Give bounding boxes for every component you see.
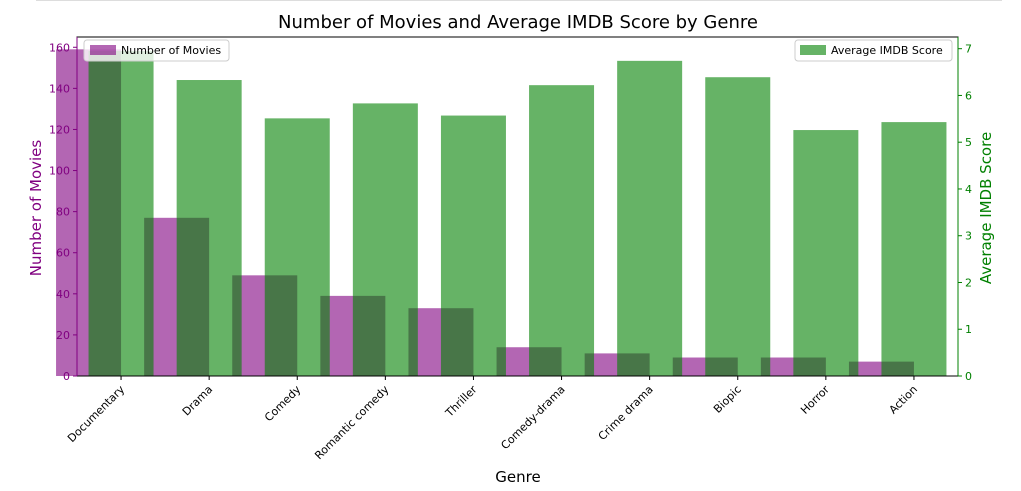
imdb-bars	[88, 51, 947, 377]
y-left-tick-label: 160	[49, 41, 70, 54]
y-axis-right-label: Average IMDB Score	[977, 132, 995, 284]
y-right-tick-label: 4	[965, 183, 972, 196]
y-left-tick-label: 100	[49, 165, 70, 178]
imdb-bar	[88, 51, 154, 376]
y-right-tick-label: 1	[965, 323, 972, 336]
y-left-tick-label: 120	[49, 123, 70, 136]
chart-title: Number of Movies and Average IMDB Score …	[278, 12, 758, 33]
y-right-tick-label: 2	[965, 276, 972, 289]
y-left-tick-label: 60	[56, 247, 70, 260]
x-tick-label: Comedy-drama	[498, 383, 567, 452]
legend-imdb: Average IMDB Score	[794, 39, 953, 62]
legend-movies-swatch	[90, 45, 116, 55]
y-axis-left-label: Number of Movies	[27, 140, 45, 277]
x-tick-label: Comedy	[262, 383, 304, 425]
imdb-bar	[617, 60, 683, 377]
imdb-bar	[440, 115, 506, 377]
x-tick-label: Biopic	[711, 383, 744, 416]
y-left-tick-label: 0	[63, 370, 70, 383]
x-tick-label: Thriller	[442, 383, 480, 421]
legend-movies-label: Number of Movies	[121, 44, 221, 57]
imdb-bar	[793, 130, 859, 376]
y-left-tick-label: 80	[56, 206, 70, 219]
x-tick-label: Romantic comedy	[312, 383, 392, 463]
imdb-bar	[881, 122, 947, 376]
x-axis-label: Genre	[495, 468, 540, 486]
imdb-bar	[352, 103, 418, 376]
imdb-bar	[705, 77, 771, 377]
y-right-tick-label: 0	[965, 370, 972, 383]
imdb-bar	[264, 118, 330, 377]
legend-imdb-swatch	[800, 45, 826, 55]
figure-top-border	[36, 0, 1002, 1]
x-tick-label: Crime drama	[596, 383, 656, 443]
y-right-tick-label: 5	[965, 136, 972, 149]
y-right-tick-label: 3	[965, 230, 972, 243]
x-tick-label: Horror	[798, 383, 832, 417]
y-left-tick-label: 40	[56, 288, 70, 301]
imdb-bar	[529, 85, 595, 376]
x-tick-label: Action	[887, 383, 921, 417]
legend-imdb-label: Average IMDB Score	[831, 44, 943, 57]
legend-movies: Number of Movies	[83, 39, 230, 62]
y-right-tick-label: 7	[965, 43, 972, 56]
y-right-tick-label: 6	[965, 89, 972, 102]
x-tick-label: Drama	[180, 383, 215, 418]
imdb-bar	[176, 80, 242, 376]
x-tick-label: Documentary	[65, 383, 127, 445]
y-left-tick-label: 140	[49, 82, 70, 95]
y-left-tick-label: 20	[56, 329, 70, 342]
